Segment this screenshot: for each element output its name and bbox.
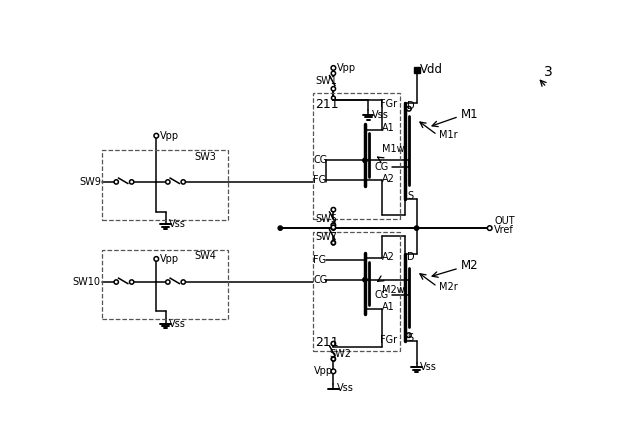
Text: 3: 3 <box>543 65 552 79</box>
Text: Vpp: Vpp <box>160 254 179 264</box>
Text: FGr: FGr <box>380 99 397 109</box>
Text: CG: CG <box>314 275 328 285</box>
Circle shape <box>332 342 335 346</box>
Text: SW3: SW3 <box>195 152 217 162</box>
Circle shape <box>331 66 336 70</box>
Text: SW5: SW5 <box>316 214 338 224</box>
Text: FGr: FGr <box>380 335 397 345</box>
Text: 211: 211 <box>315 336 339 349</box>
Text: Vref: Vref <box>494 226 514 236</box>
Circle shape <box>154 257 159 261</box>
Circle shape <box>332 241 335 245</box>
Circle shape <box>332 96 335 100</box>
Circle shape <box>332 357 335 361</box>
Text: OUT: OUT <box>494 216 515 226</box>
Circle shape <box>332 225 335 230</box>
Text: SW7: SW7 <box>316 232 338 242</box>
Text: CG: CG <box>375 162 389 172</box>
Bar <box>312 232 399 351</box>
Circle shape <box>166 280 170 284</box>
Circle shape <box>406 333 411 337</box>
Circle shape <box>332 87 335 91</box>
Circle shape <box>332 240 335 245</box>
Text: A2: A2 <box>382 251 395 261</box>
Circle shape <box>129 180 134 184</box>
Circle shape <box>331 369 336 374</box>
Text: Vss: Vss <box>170 318 186 328</box>
Text: A2: A2 <box>382 174 395 184</box>
Circle shape <box>114 180 118 184</box>
Circle shape <box>332 223 335 227</box>
Text: A1: A1 <box>382 123 395 133</box>
Text: Vpp: Vpp <box>337 63 356 73</box>
Text: 211: 211 <box>315 99 339 111</box>
Text: SW2: SW2 <box>330 349 351 359</box>
Text: M1: M1 <box>461 108 479 120</box>
Bar <box>102 150 228 219</box>
Circle shape <box>278 226 282 230</box>
Text: FG: FG <box>314 175 326 184</box>
Text: S: S <box>407 191 413 201</box>
Circle shape <box>114 280 118 284</box>
Text: M2: M2 <box>461 259 479 272</box>
Text: M2r: M2r <box>439 282 458 292</box>
Circle shape <box>332 357 335 361</box>
Bar <box>102 250 228 319</box>
Circle shape <box>363 158 367 162</box>
Text: A1: A1 <box>382 302 395 312</box>
Circle shape <box>181 180 186 184</box>
Bar <box>312 93 399 219</box>
Text: SW4: SW4 <box>195 251 217 261</box>
Circle shape <box>332 208 335 212</box>
Circle shape <box>166 180 170 184</box>
Circle shape <box>332 226 335 229</box>
Circle shape <box>414 226 419 230</box>
Circle shape <box>332 226 335 230</box>
Circle shape <box>181 280 186 284</box>
Text: Vss: Vss <box>372 110 388 120</box>
Text: Vss: Vss <box>420 363 437 372</box>
Text: SW10: SW10 <box>73 277 101 287</box>
Text: SW1: SW1 <box>316 76 337 86</box>
Circle shape <box>154 134 159 138</box>
Circle shape <box>129 280 134 284</box>
Text: M1r: M1r <box>439 130 458 140</box>
Text: D: D <box>407 101 415 111</box>
Text: SW9: SW9 <box>79 177 101 187</box>
Text: Vpp: Vpp <box>314 366 333 376</box>
Circle shape <box>363 278 367 282</box>
Circle shape <box>332 208 335 212</box>
Text: D: D <box>407 252 415 262</box>
Text: M1w: M1w <box>382 144 404 154</box>
Text: Vss: Vss <box>170 219 186 229</box>
Circle shape <box>406 106 411 111</box>
Text: Vdd: Vdd <box>420 63 444 76</box>
Circle shape <box>488 226 492 230</box>
Text: Vss: Vss <box>337 383 354 393</box>
Text: CG: CG <box>314 155 328 166</box>
Text: Vpp: Vpp <box>160 131 179 141</box>
Text: CG: CG <box>375 290 389 300</box>
Circle shape <box>332 342 335 346</box>
Circle shape <box>332 223 335 227</box>
Text: M2w: M2w <box>382 285 404 295</box>
Text: FG: FG <box>314 255 326 265</box>
Circle shape <box>332 71 335 75</box>
Text: S: S <box>407 333 413 343</box>
